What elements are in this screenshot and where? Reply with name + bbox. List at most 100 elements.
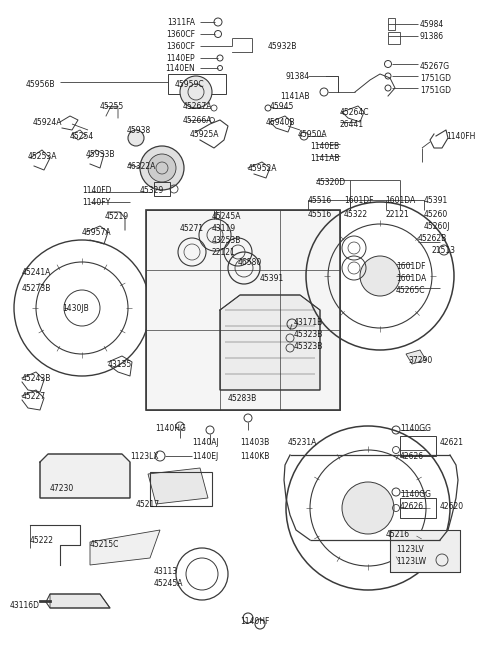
Text: 1601DF: 1601DF [344, 196, 373, 205]
Text: 43135: 43135 [108, 360, 132, 369]
Text: 1141AB: 1141AB [280, 92, 310, 101]
Bar [168, 74, 226, 94]
Text: 45267G: 45267G [420, 62, 450, 71]
Bar [146, 210, 340, 410]
Polygon shape [390, 530, 460, 572]
Text: 47230: 47230 [50, 484, 74, 493]
Text: 1140FD: 1140FD [82, 186, 111, 195]
Circle shape [360, 256, 400, 296]
Text: 22121: 22121 [212, 248, 236, 257]
Polygon shape [40, 454, 130, 498]
Circle shape [180, 76, 212, 108]
Text: 1311FA: 1311FA [167, 18, 195, 27]
Text: 45924A: 45924A [33, 118, 62, 127]
Text: 1123LX: 1123LX [130, 452, 158, 461]
Text: 43253B: 43253B [212, 236, 241, 245]
Text: 45253A: 45253A [28, 152, 58, 161]
Text: 45516: 45516 [308, 196, 332, 205]
Text: 42626: 42626 [400, 452, 424, 461]
Text: 45957A: 45957A [82, 228, 112, 237]
Bar [400, 436, 436, 456]
Text: 1123LV: 1123LV [396, 545, 424, 554]
Text: 45227: 45227 [22, 392, 46, 401]
Text: 45254: 45254 [70, 132, 94, 141]
Text: 45932B: 45932B [268, 42, 298, 51]
Text: 45267A: 45267A [183, 102, 213, 111]
Text: 45273B: 45273B [22, 284, 51, 293]
Text: 46322A: 46322A [127, 162, 156, 171]
Text: 43171B: 43171B [294, 318, 323, 327]
Text: 45329: 45329 [140, 186, 164, 195]
Text: 45322: 45322 [344, 210, 368, 219]
Text: 11403B: 11403B [240, 438, 269, 447]
Text: 1140EJ: 1140EJ [192, 452, 218, 461]
Text: 26441: 26441 [340, 120, 364, 129]
Text: 1360CF: 1360CF [166, 42, 195, 51]
Text: 45243B: 45243B [22, 374, 51, 383]
Text: 43116D: 43116D [10, 601, 40, 610]
Text: 43113: 43113 [154, 567, 178, 576]
Text: 1360CF: 1360CF [166, 30, 195, 39]
Text: 45231A: 45231A [288, 438, 317, 447]
Text: 45391: 45391 [424, 196, 448, 205]
Text: 45217: 45217 [136, 500, 160, 509]
Text: 1140HG: 1140HG [155, 424, 186, 433]
Text: 45271: 45271 [180, 224, 204, 233]
Text: 1140GG: 1140GG [400, 490, 431, 499]
Bar [154, 182, 170, 196]
Text: 45245A: 45245A [212, 212, 241, 221]
Text: 45933B: 45933B [86, 150, 116, 159]
Text: 45260J: 45260J [424, 222, 451, 231]
Text: 42626: 42626 [400, 502, 424, 511]
Text: 45940B: 45940B [266, 118, 296, 127]
Circle shape [148, 154, 176, 182]
Text: 45266A: 45266A [183, 116, 213, 125]
Text: 1601DA: 1601DA [385, 196, 415, 205]
Text: 45952A: 45952A [248, 164, 277, 173]
Polygon shape [90, 530, 160, 565]
Text: 1123LW: 1123LW [396, 557, 426, 566]
Text: 45215C: 45215C [90, 540, 120, 549]
Polygon shape [148, 468, 208, 504]
Text: 45938: 45938 [127, 126, 151, 135]
Text: 1751GD: 1751GD [420, 86, 451, 95]
Polygon shape [146, 210, 340, 410]
Bar [400, 498, 436, 518]
Bar [150, 472, 212, 506]
Text: 45959C: 45959C [175, 80, 204, 89]
Text: 45984: 45984 [420, 20, 444, 29]
Text: 1430JB: 1430JB [62, 304, 89, 313]
Text: 42620: 42620 [440, 502, 464, 511]
Text: 1140KB: 1140KB [240, 452, 269, 461]
Text: 21513: 21513 [432, 246, 456, 255]
Text: 46580: 46580 [238, 258, 262, 267]
Text: 1140FH: 1140FH [446, 132, 475, 141]
Text: 1140EB: 1140EB [310, 142, 339, 151]
Text: 1141AB: 1141AB [310, 154, 339, 163]
Text: 91386: 91386 [420, 32, 444, 41]
Text: 45516: 45516 [308, 210, 332, 219]
Text: 45216: 45216 [386, 530, 410, 539]
Polygon shape [220, 295, 320, 390]
Text: 45283B: 45283B [228, 394, 257, 403]
Text: 1601DA: 1601DA [396, 274, 426, 283]
Text: 45945: 45945 [270, 102, 294, 111]
Text: 45222: 45222 [30, 536, 54, 545]
Text: 45323B: 45323B [294, 330, 324, 339]
Polygon shape [406, 350, 426, 364]
Circle shape [342, 482, 394, 534]
Text: 1140AJ: 1140AJ [192, 438, 219, 447]
Polygon shape [50, 594, 110, 608]
Text: 42621: 42621 [440, 438, 464, 447]
Text: 45323B: 45323B [294, 342, 324, 351]
Text: 45956B: 45956B [25, 80, 55, 89]
Text: 1140FY: 1140FY [82, 198, 110, 207]
Text: 45262B: 45262B [418, 234, 447, 243]
Text: 45260: 45260 [424, 210, 448, 219]
Text: 45264C: 45264C [340, 108, 370, 117]
Text: 45265C: 45265C [396, 286, 425, 295]
Text: 45245A: 45245A [154, 579, 183, 588]
Text: 91384: 91384 [286, 72, 310, 81]
Circle shape [140, 146, 184, 190]
Text: 45950A: 45950A [298, 130, 328, 139]
